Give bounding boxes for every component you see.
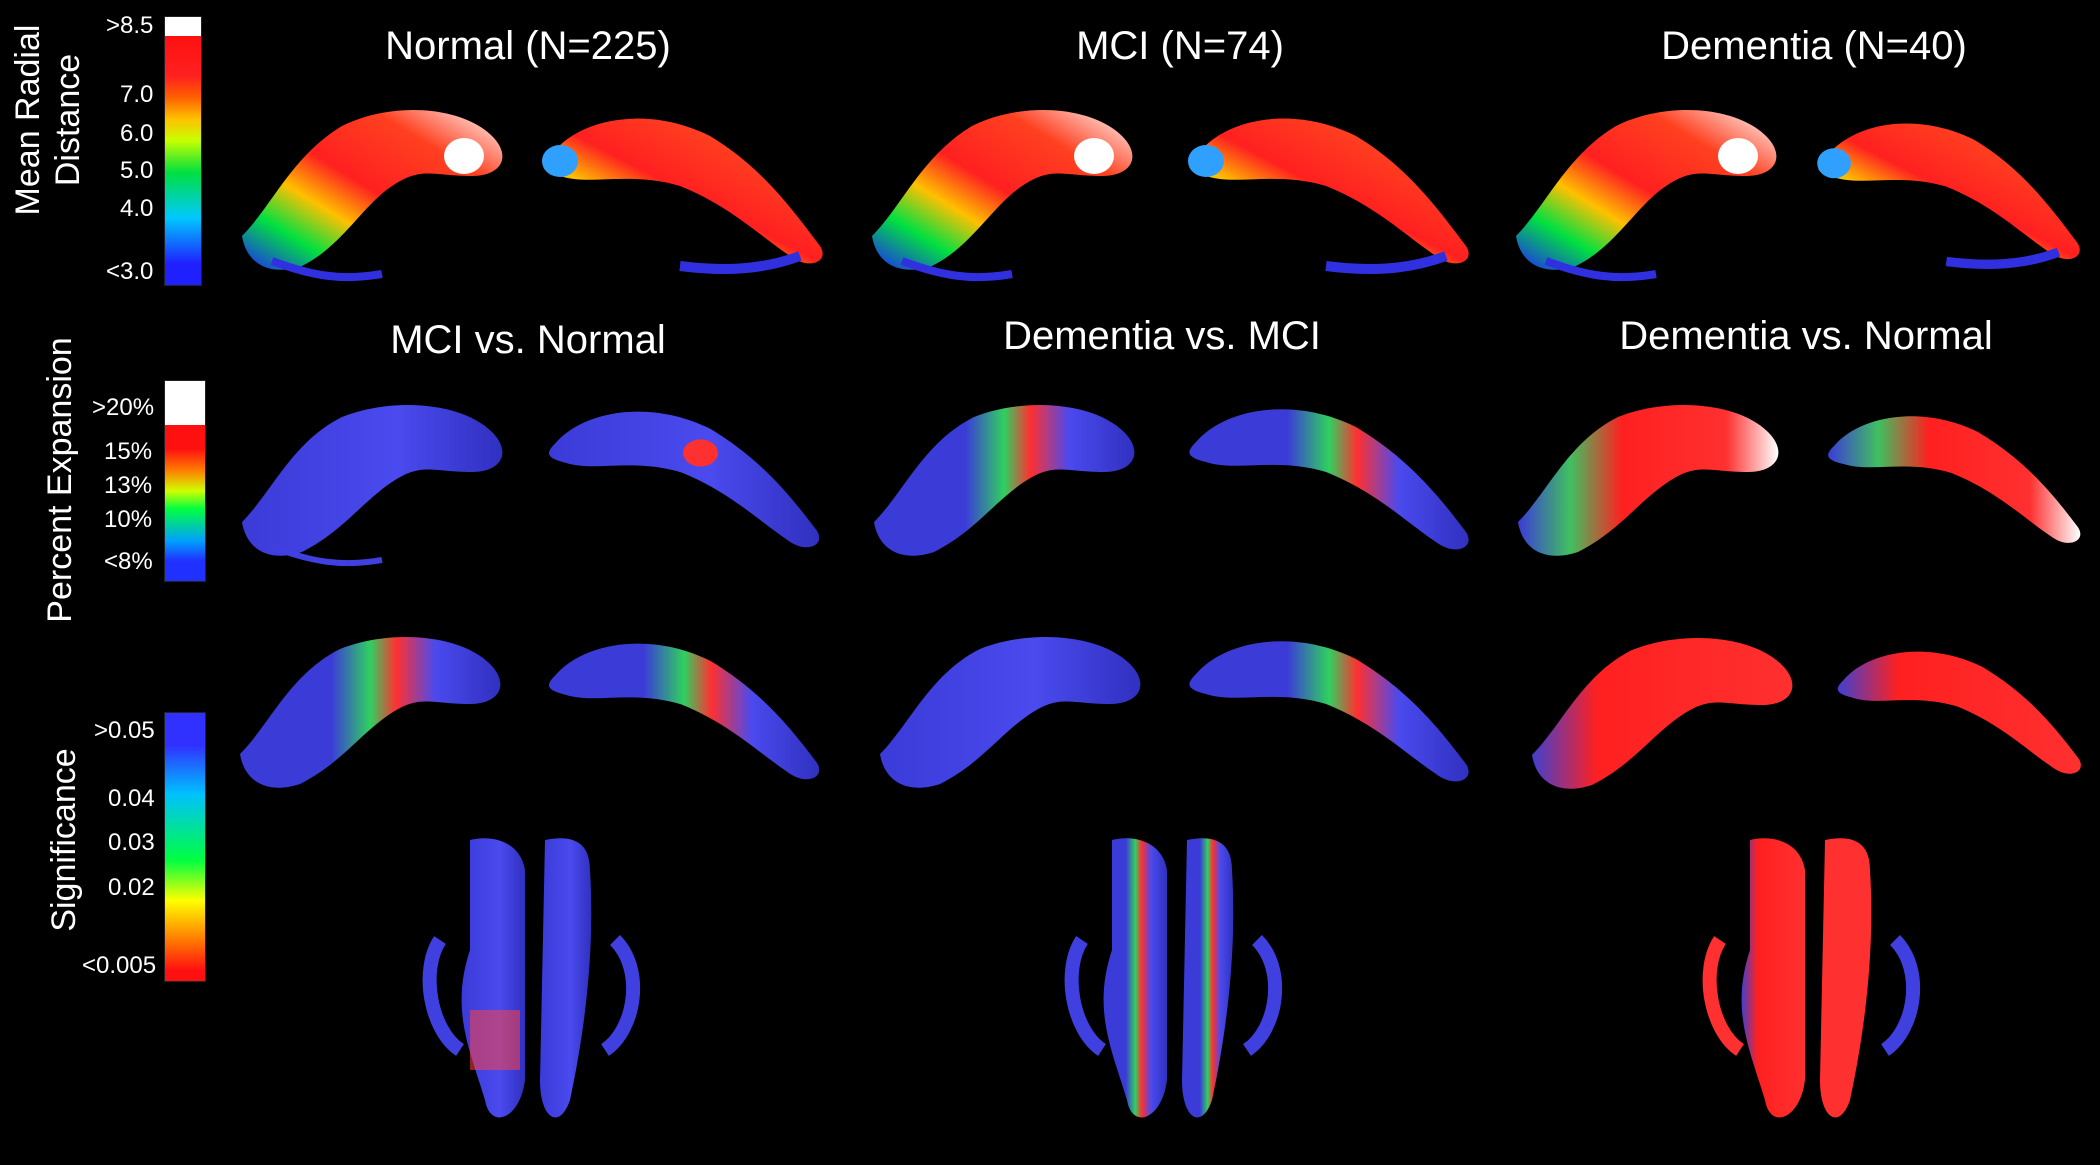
expansion-render-mci-vs-normal-right [548,411,820,548]
ventricle-render-dementia-right [1817,123,2080,269]
radial-tick: 5.0 [120,157,154,184]
ventricle-render-mci-left [872,109,1133,282]
radial-legend-title: Mean Radial Distance [8,25,88,216]
radial-tick: 7.0 [120,81,154,108]
radial-tick: >8.5 [106,12,154,39]
significance-tick: 0.03 [108,829,155,856]
expansion-render-dementia-vs-mci-right [1189,409,1469,550]
top-view-render-dementia-vs-normal [1702,838,1921,1118]
ventricle-render-mci-right [1188,118,1469,274]
significance-tick: 0.02 [108,874,155,901]
expansion-render-dementia-vs-normal-left [1518,405,1779,556]
significance-tick: 0.04 [108,785,155,812]
top-view-render-mci-vs-normal [422,838,641,1118]
expansion-tick: 13% [104,472,153,499]
radial-legend-title-line1: Mean Radial [9,24,47,216]
significance-render-mci-vs-normal-left [240,637,501,788]
ventricle-render-dementia-left [1516,109,1777,282]
radial-legend-title-line2: Distance [49,53,87,187]
expansion-tick: 10% [104,506,153,533]
expansion-legend-title: Percent Expansion [41,337,79,623]
significance-render-dementia-vs-mci-right [1189,641,1469,782]
significance-legend-title: Significance [45,748,83,932]
panel-title-dementia-vs-mci: Dementia vs. MCI [1003,314,1321,358]
panel-title-normal: Normal (N=225) [385,24,671,68]
significance-colorbar [164,712,206,982]
expansion-tick: >20% [92,394,155,421]
panel-title-dementia: Dementia (N=40) [1661,24,1967,68]
panel-title-mci-vs-normal: MCI vs. Normal [390,318,666,362]
expansion-colorbar [164,380,206,582]
panel-title-dementia-vs-normal: Dementia vs. Normal [1619,314,1993,358]
radial-colorbar [164,16,202,286]
radial-tick: <3.0 [106,258,154,285]
significance-render-dementia-vs-normal-right [1837,651,2081,774]
radial-tick: 6.0 [120,120,154,147]
significance-render-dementia-vs-normal-left [1532,638,1793,789]
significance-render-mci-vs-normal-right [548,643,820,780]
top-view-render-dementia-vs-mci [1064,838,1283,1118]
panel-title-mci: MCI (N=74) [1076,24,1284,68]
ventricle-render-normal-left [242,109,503,282]
significance-tick: <0.005 [82,952,157,979]
radial-tick: 4.0 [120,195,154,222]
expansion-tick: <8% [104,548,153,575]
ventricle-render-normal-right [542,118,823,274]
expansion-render-mci-vs-normal-left [242,405,503,567]
expansion-render-dementia-vs-normal-right [1828,416,2081,543]
significance-tick: >0.05 [94,717,155,744]
expansion-render-dementia-vs-mci-left [874,405,1135,556]
expansion-tick: 15% [104,438,153,465]
significance-render-dementia-vs-mci-left [880,637,1141,788]
